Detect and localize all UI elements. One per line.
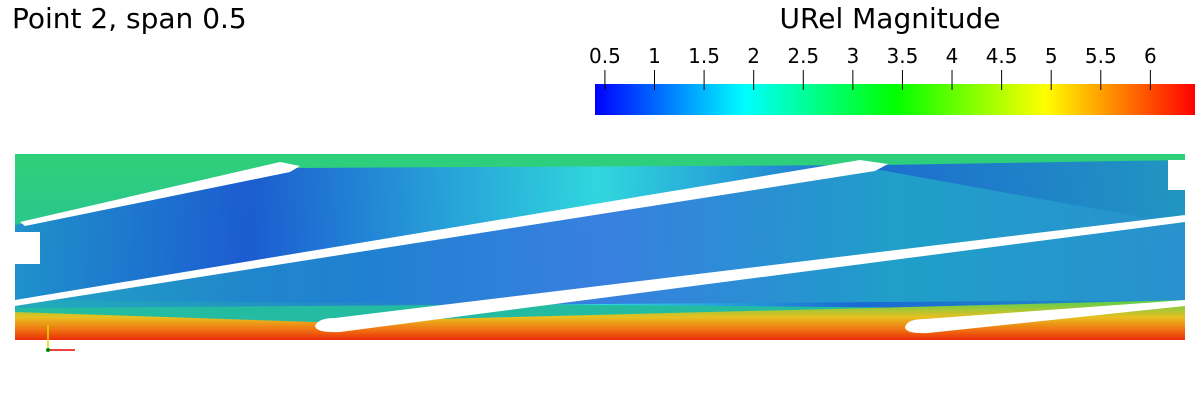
colorbar-title: URel Magnitude bbox=[780, 2, 1001, 35]
colorbar-tick-label: 3.5 bbox=[887, 44, 919, 68]
flow-field bbox=[0, 150, 1200, 400]
colorbar-tick-label: 2.5 bbox=[787, 44, 819, 68]
colorbar-tick-label: 1.5 bbox=[688, 44, 720, 68]
colorbar-tick-label: 2 bbox=[747, 44, 760, 68]
view-title: Point 2, span 0.5 bbox=[12, 2, 247, 35]
colorbar-tick-label: 6 bbox=[1144, 44, 1157, 68]
colorbar-tick-label: 4.5 bbox=[986, 44, 1018, 68]
colorbar-tick-label: 4 bbox=[946, 44, 959, 68]
colorbar-tick-label: 5.5 bbox=[1085, 44, 1117, 68]
colorbar-tick-label: 5 bbox=[1045, 44, 1058, 68]
colorbar-tick-label: 3 bbox=[846, 44, 859, 68]
colorbar-tick-label: 1 bbox=[648, 44, 661, 68]
colorbar-tick-label: 0.5 bbox=[589, 44, 621, 68]
colorbar: 0.5 1 1.5 2 2.5 3 3.5 4 4.5 5 5.5 6 bbox=[589, 44, 1195, 115]
axes-glyph bbox=[46, 325, 75, 352]
colorbar-gradient bbox=[595, 84, 1195, 115]
